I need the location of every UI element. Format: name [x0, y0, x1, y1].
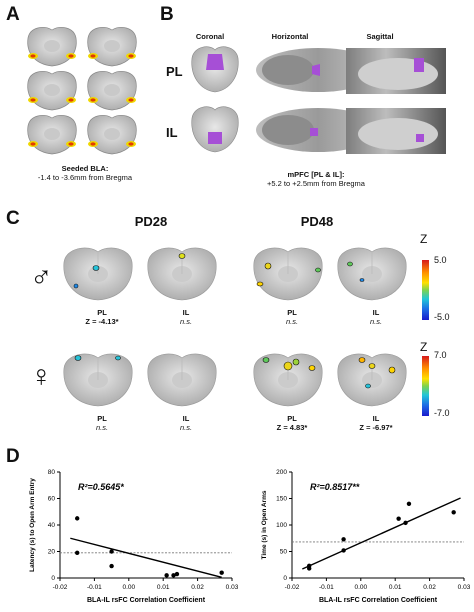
female-pd48-il-stat: Z = -6.97* [359, 423, 393, 433]
scatter-time-open-arms: -0.02 -0.01 0.00 0.01 0.02 0.03 0 50 100 150 200 R²… [261, 469, 470, 604]
x-tick-label: -0.01 [87, 584, 102, 591]
panel-b-caption-title: mPFC [PL & IL]: [287, 170, 345, 179]
colorbar-male-max: 5.0 [434, 255, 447, 265]
panel-c-brain-maps [63, 247, 407, 407]
data-point [341, 537, 346, 542]
male-symbol: ♂ [30, 260, 53, 293]
male-pd48-il-region: IL [372, 308, 380, 317]
male-pd28-pl-region: PL [97, 308, 107, 317]
panel-b-brain-views [191, 46, 446, 154]
female-pd28-pl-region: PL [97, 414, 107, 423]
male-pd48-pl-region: PL [287, 308, 297, 317]
panel-b-header-coronal: Coronal [195, 32, 225, 41]
panel-b-header-sagittal: Sagittal [366, 32, 394, 41]
y-tick-label: 100 [276, 522, 287, 529]
data-point [219, 570, 224, 575]
y-tick-label: 0 [283, 575, 287, 582]
panel-a-caption-range: -1.4 to -3.6mm from Bregma [37, 173, 133, 183]
data-point [109, 549, 114, 554]
x-tick-label: -0.02 [53, 584, 68, 591]
panel-b-letter: B [160, 4, 174, 25]
panel-b-row-il: IL [166, 125, 178, 140]
data-point [75, 550, 80, 556]
panel-c-header-pd28: PD28 [134, 214, 168, 229]
data-point [451, 510, 456, 515]
male-pd28-il-stat: n.s. [179, 317, 193, 327]
male-pd28-pl-stat: Z = -4.13* [85, 317, 119, 327]
male-pd48-pl-stat: n.s. [285, 317, 299, 327]
data-point [109, 563, 114, 569]
x-axis-label: BLA-IL rsFC Correlation Coefficient [87, 597, 206, 604]
y-axis-label: Time (s) in Open Arms [261, 490, 268, 559]
colorbar-female-max: 7.0 [434, 350, 447, 360]
data-point [396, 516, 401, 521]
colorbar-female-min: -7.0 [434, 408, 450, 418]
scatter-latency: -0.02 -0.01 0.00 0.01 0.02 0.03 0 20 40 60 80 R²=0.… [29, 469, 238, 604]
male-pd28-il-region: IL [182, 308, 190, 317]
data-point [75, 516, 80, 521]
colorbar-female [422, 356, 429, 416]
x-tick-label: 0.00 [354, 584, 367, 591]
r-squared-annotation: R²=0.8517** [310, 482, 360, 492]
data-point [164, 573, 169, 578]
panel-b-caption-range: +5.2 to +2.5mm from Bregma [267, 179, 365, 189]
regression-line [70, 537, 222, 579]
x-tick-label: 0.02 [423, 584, 436, 591]
y-tick-label: 80 [48, 469, 56, 476]
female-pd28-il-stat: n.s. [179, 423, 193, 433]
r-squared-annotation: R²=0.5645* [78, 482, 124, 492]
y-axis-label: Latency (s) to Open Arm Entry [29, 478, 36, 572]
y-tick-label: 60 [48, 496, 56, 503]
female-symbol: ♀ [30, 360, 53, 393]
data-point [403, 520, 408, 526]
x-axis-label: BLA-IL rsFC Correlation Coefficient [319, 597, 438, 604]
female-pd28-pl-stat: n.s. [95, 423, 109, 433]
data-point [406, 501, 412, 506]
y-tick-label: 50 [280, 549, 288, 556]
female-pd28-il-region: IL [182, 414, 190, 423]
x-tick-label: 0.02 [191, 584, 204, 591]
y-tick-label: 200 [276, 469, 287, 476]
data-point [174, 571, 180, 577]
panel-a-caption-title: Seeded BLA: [61, 164, 109, 173]
y-tick-label: 0 [51, 575, 55, 582]
panel-c-header-pd48: PD48 [300, 214, 334, 229]
y-tick-label: 40 [48, 522, 56, 529]
colorbar-male-label: Z [420, 232, 428, 246]
colorbar-female-label: Z [420, 340, 428, 354]
data-point [171, 573, 176, 578]
colorbar-male-min: -5.0 [434, 312, 450, 322]
x-tick-label: 0.01 [389, 584, 402, 591]
x-tick-label: 0.00 [122, 584, 135, 591]
panel-c-letter: C [6, 208, 20, 229]
x-tick-label: -0.01 [319, 584, 334, 591]
panel-b-header-horizontal: Horizontal [271, 32, 309, 41]
female-pd48-il-region: IL [372, 414, 380, 423]
male-pd48-il-stat: n.s. [369, 317, 383, 327]
panel-a-letter: A [6, 4, 20, 25]
female-pd48-pl-region: PL [287, 414, 297, 423]
y-tick-label: 20 [48, 549, 56, 556]
female-pd48-pl-stat: Z = 4.83* [276, 423, 308, 433]
x-tick-label: 0.01 [157, 584, 170, 591]
x-tick-label: 0.03 [226, 584, 238, 591]
regression-line [302, 497, 461, 570]
data-point [307, 563, 312, 569]
panel-b-row-pl: PL [166, 64, 183, 79]
colorbar-male [422, 260, 429, 320]
panel-a-brain-slices [27, 26, 137, 155]
data-point [341, 548, 346, 553]
y-tick-label: 150 [276, 496, 287, 503]
x-tick-label: -0.02 [285, 584, 300, 591]
panel-d-letter: D [6, 446, 20, 467]
x-tick-label: 0.03 [458, 584, 470, 591]
